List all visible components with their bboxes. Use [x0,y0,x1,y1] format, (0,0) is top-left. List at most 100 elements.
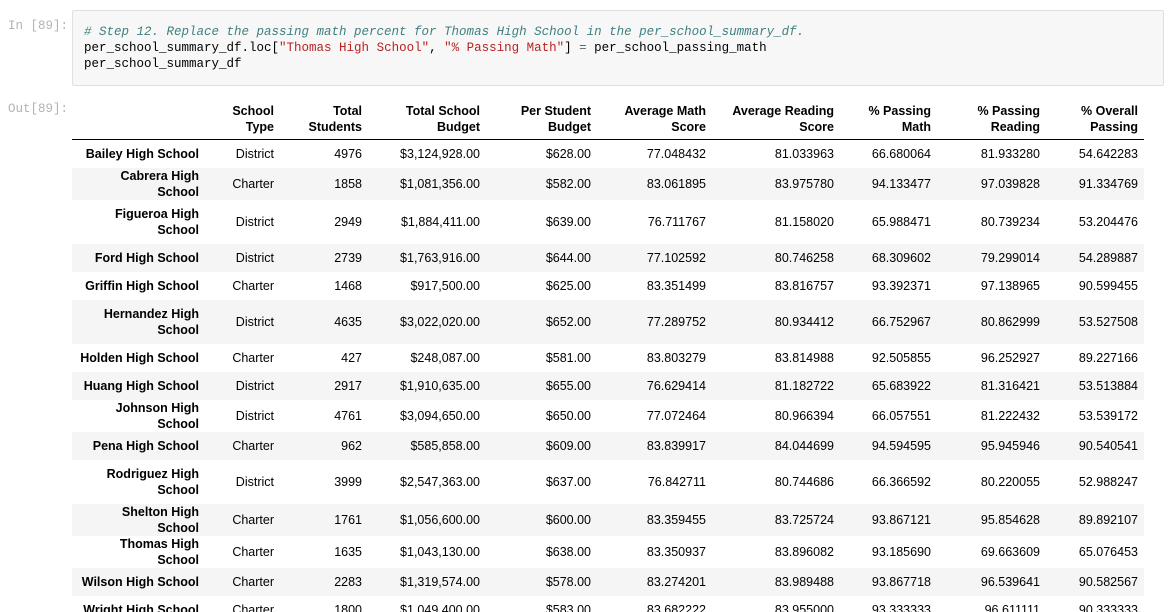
row-index-label: Bailey High School [72,140,205,168]
table-cell: 80.744686 [774,474,834,489]
table-cell: District [235,250,274,265]
table-cell: District [235,214,274,229]
column-header: % Passing Math [840,95,937,140]
row-index-label: Johnson High School [72,400,205,432]
table-cell: $1,081,356.00 [400,176,480,191]
school-name: Ford High School [94,250,199,265]
table-cell: Charter [232,512,274,527]
table-cell: 92.505855 [871,350,931,365]
table-cell: $1,043,130.00 [400,544,480,559]
table-cell: 52.988247 [1078,474,1138,489]
table-cell: 83.896082 [774,544,834,559]
table-cell: 65.988471 [871,214,931,229]
table-cell: 76.842711 [647,474,706,489]
row-index-label: Griffin High School [72,272,205,300]
table-cell: 80.739234 [980,214,1040,229]
table-cell: $650.00 [545,408,591,423]
table-cell: 83.351499 [646,278,706,293]
table-cell: 83.061895 [646,176,706,191]
table-cell: $609.00 [545,438,591,453]
table-cell: 65.683922 [871,378,931,393]
table-cell: 77.289752 [646,314,706,329]
code-string: "% Passing Math" [444,41,565,55]
school-name: Wright High School [83,602,199,612]
school-name: Huang High School [83,378,199,393]
table-cell: 1858 [334,176,362,191]
table-cell: $639.00 [545,214,591,229]
table-cell: Charter [232,438,274,453]
table-cell: 83.725724 [774,512,834,527]
table-cell: $625.00 [545,278,591,293]
school-name: Johnson High School [115,400,199,431]
table-cell: 95.945946 [980,438,1040,453]
table-row: Holden High School Charter 427 $248,087.00 $… [72,344,1144,372]
table-cell: 90.540541 [1078,438,1138,453]
table-cell: 1635 [334,544,362,559]
column-header: % Passing Reading [937,95,1046,140]
code-operator: = [579,41,587,55]
table-cell: 93.185690 [871,544,931,559]
table-cell: 95.854628 [980,512,1040,527]
table-cell: 80.746258 [774,250,834,265]
table-cell: 77.102592 [646,250,706,265]
table-cell: Charter [232,278,274,293]
table-cell: $637.00 [545,474,591,489]
table-cell: 2283 [334,574,362,589]
column-header: Average Reading Score [712,95,840,140]
row-index-label: Holden High School [72,344,205,372]
table-cell: $3,094,650.00 [400,408,480,423]
school-name: Thomas High School [119,536,199,567]
table-body: Bailey High School District 4976 $3,124,928… [72,140,1144,612]
table-cell: 4635 [334,314,362,329]
table-row: Figueroa High School District 2949 $1,884,4… [72,200,1144,244]
table-cell: 97.039828 [980,176,1040,191]
column-header: % Overall Passing [1046,95,1144,140]
table-cell: $3,022,020.00 [400,314,480,329]
table-cell: 93.867718 [871,574,931,589]
table-cell: 83.975780 [774,176,834,191]
row-index-label: Wright High School [72,596,205,612]
table-cell: $1,319,574.00 [400,574,480,589]
table-cell: $1,763,916.00 [400,250,480,265]
table-cell: 66.366592 [871,474,931,489]
school-name: Bailey High School [85,146,199,161]
table-cell: Charter [232,176,274,191]
code-string: "Thomas High School" [279,41,430,55]
table-cell: Charter [232,350,274,365]
table-cell: District [235,314,274,329]
table-cell: 79.299014 [980,250,1040,265]
table-cell: 83.803279 [646,350,706,365]
table-cell: 80.966394 [774,408,834,423]
school-name: Wilson High School [81,574,199,589]
table-cell: 81.158020 [774,214,834,229]
table-cell: $1,049,400.00 [400,602,480,612]
table-cell: 93.333333 [871,602,931,612]
table-cell: $583.00 [545,602,591,612]
table-cell: 81.316421 [980,378,1040,393]
table-cell: 96.611111 [984,602,1040,612]
table-cell: 83.359455 [646,512,706,527]
table-cell: $652.00 [545,314,591,329]
table-cell: $581.00 [545,350,591,365]
table-cell: District [235,378,274,393]
table-cell: $628.00 [545,146,591,161]
table-cell: 80.934412 [774,314,834,329]
table-cell: $1,910,635.00 [400,378,480,393]
code-editor[interactable]: # Step 12. Replace the passing math perc… [72,10,1164,86]
table-cell: 83.274201 [646,574,706,589]
dataframe-table: School Type Total Students Total School … [72,95,1144,612]
school-name: Pena High School [92,438,199,453]
table-cell: 89.227166 [1078,350,1138,365]
table-cell: 83.814988 [774,350,834,365]
code-line-1: # Step 12. Replace the passing math perc… [84,24,1163,40]
row-index-label: Figueroa High School [72,200,205,244]
table-cell: 81.933280 [980,146,1040,161]
table-cell: 65.076453 [1078,544,1138,559]
table-cell: $917,500.00 [410,278,480,293]
code-line-3: per_school_summary_df [84,56,1163,72]
code-token: per_school_summary_df.loc[ [84,41,280,55]
table-row: Hernandez High School District 4635 $3,022,… [72,299,1144,344]
code-token: per_school_summary_df [84,57,242,71]
school-name: Shelton High School [121,504,199,535]
table-row: Huang High School District 2917 $1,910,635.… [72,371,1144,400]
